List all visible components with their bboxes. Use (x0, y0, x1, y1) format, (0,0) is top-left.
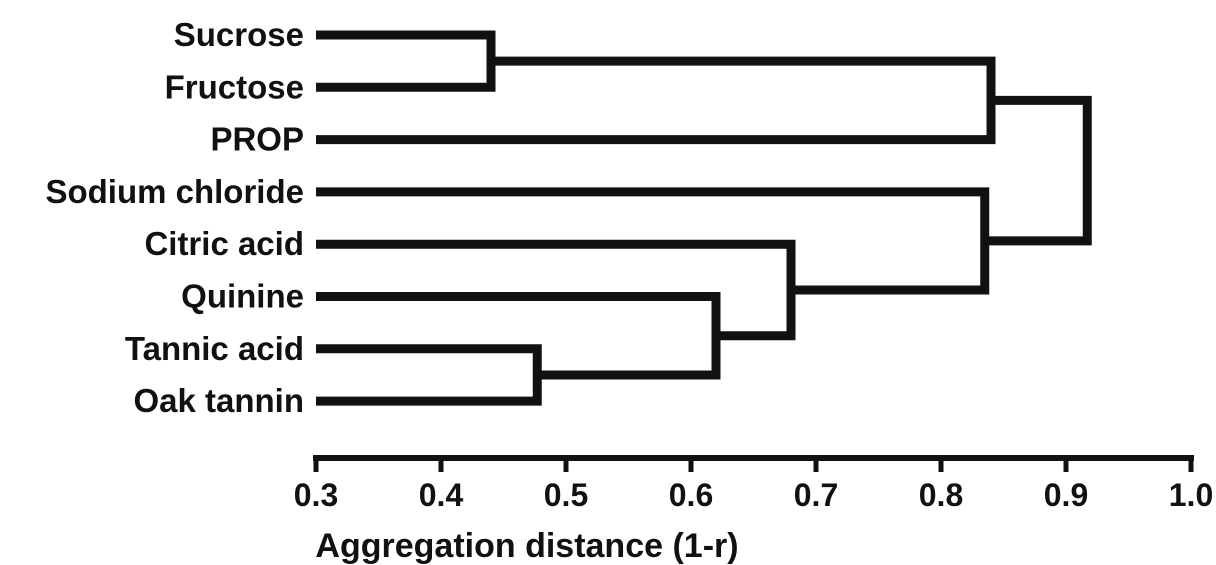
x-axis-ticks: 0.3 0.4 0.5 0.6 0.7 0.8 0.9 1.0 (294, 458, 1213, 513)
x-tick-label-0-4: 0.4 (419, 477, 464, 513)
x-axis: 0.3 0.4 0.5 0.6 0.7 0.8 0.9 1.0 Aggregation dis… (294, 455, 1213, 565)
leaf-label-sodium-chloride: Sodium chloride (45, 173, 304, 210)
leaf-label-prop: PROP (210, 121, 304, 158)
dendrogram-link-m1 (316, 30, 496, 92)
leaf-label-quinine: Quinine (181, 278, 304, 315)
leaf-label-oak-tannin: Oak tannin (133, 382, 304, 419)
leaf-label-tannic-acid: Tannic acid (125, 330, 304, 367)
dendrogram-link-m2 (316, 344, 542, 406)
leaf-label-citric-acid: Citric acid (144, 225, 304, 262)
x-tick-label-0-8: 0.8 (919, 477, 963, 513)
leaf-labels: Sucrose Fructose PROP Sodium chloride Citric… (45, 16, 304, 419)
x-tick-label-0-9: 0.9 (1044, 477, 1088, 513)
dendrogram-link-m3 (316, 292, 721, 380)
x-tick-label-0-5: 0.5 (544, 477, 588, 513)
dendrogram-links (316, 30, 1092, 406)
dendrogram-link-m7 (984, 95, 1092, 246)
x-tick-label-0-7: 0.7 (794, 477, 838, 513)
x-axis-label: Aggregation distance (1-r) (315, 527, 738, 565)
leaf-label-fructose: Fructose (165, 68, 304, 105)
x-tick-label-0-3: 0.3 (294, 477, 338, 513)
x-tick-label-0-6: 0.6 (669, 477, 713, 513)
leaf-label-sucrose: Sucrose (174, 16, 304, 53)
dendrogram-link-m6 (316, 56, 996, 145)
x-tick-label-1-0: 1.0 (1169, 477, 1213, 513)
